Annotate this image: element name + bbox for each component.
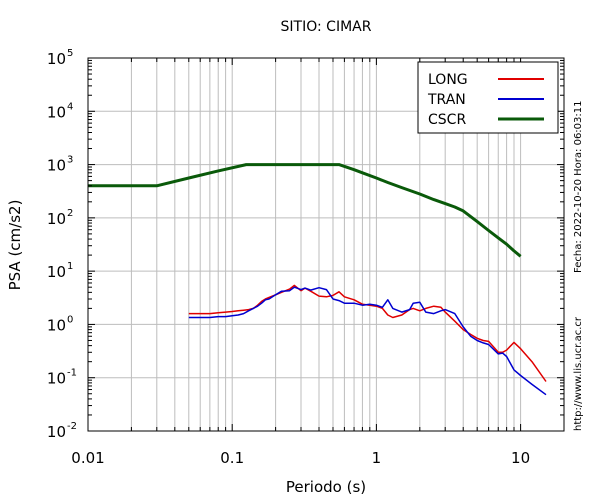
y-tick-label: 10 [47, 263, 66, 281]
url-note: http://www.lis.ucr.ac.cr [573, 316, 584, 431]
y-tick-label: 10 [47, 370, 66, 388]
y-tick-exponent: 5 [67, 48, 73, 59]
series-layer [88, 163, 547, 396]
legend-label-long: LONG [428, 72, 468, 88]
tick-layer [87, 57, 565, 432]
x-tick-label: 10 [511, 449, 530, 467]
y-tick-exponent: 4 [67, 101, 73, 112]
x-tick-label: 0.1 [220, 449, 244, 467]
series-line-cscr [88, 163, 522, 258]
y-tick-exponent: -1 [67, 368, 77, 379]
x-axis-label: Periodo (s) [286, 478, 366, 496]
y-tick-label: 10 [47, 423, 66, 441]
y-tick-exponent: 3 [67, 155, 73, 166]
x-tick-labels: 0.01 0.1 1 10 [71, 449, 530, 467]
y-tick-exponent: 0 [67, 314, 73, 325]
y-axis-label: PSA (cm/s2) [6, 200, 24, 291]
y-tick-label: 10 [47, 210, 66, 228]
y-tick-exponent: 1 [67, 261, 73, 272]
y-tick-exponent: -2 [67, 421, 77, 432]
y-tick-label: 10 [47, 50, 66, 68]
x-tick-label: 0.01 [71, 449, 104, 467]
legend-box [417, 61, 559, 134]
plot-frame [87, 57, 565, 432]
legend: LONG TRAN CSCR [417, 61, 559, 134]
y-tick-label: 10 [47, 157, 66, 175]
chart-title: SITIO: CIMAR [281, 19, 372, 35]
y-tick-exponent: 2 [67, 208, 73, 219]
date-stamp-note: Fecha: 2022-10-20 Hora: 06:03:11 [573, 101, 584, 274]
y-tick-label: 10 [47, 316, 66, 334]
legend-label-cscr: CSCR [428, 112, 466, 128]
series-line-long [188, 284, 547, 382]
x-tick-label: 1 [372, 449, 382, 467]
legend-label-tran: TRAN [427, 92, 466, 108]
y-tick-label: 10 [47, 103, 66, 121]
series-line-tran [188, 286, 547, 396]
